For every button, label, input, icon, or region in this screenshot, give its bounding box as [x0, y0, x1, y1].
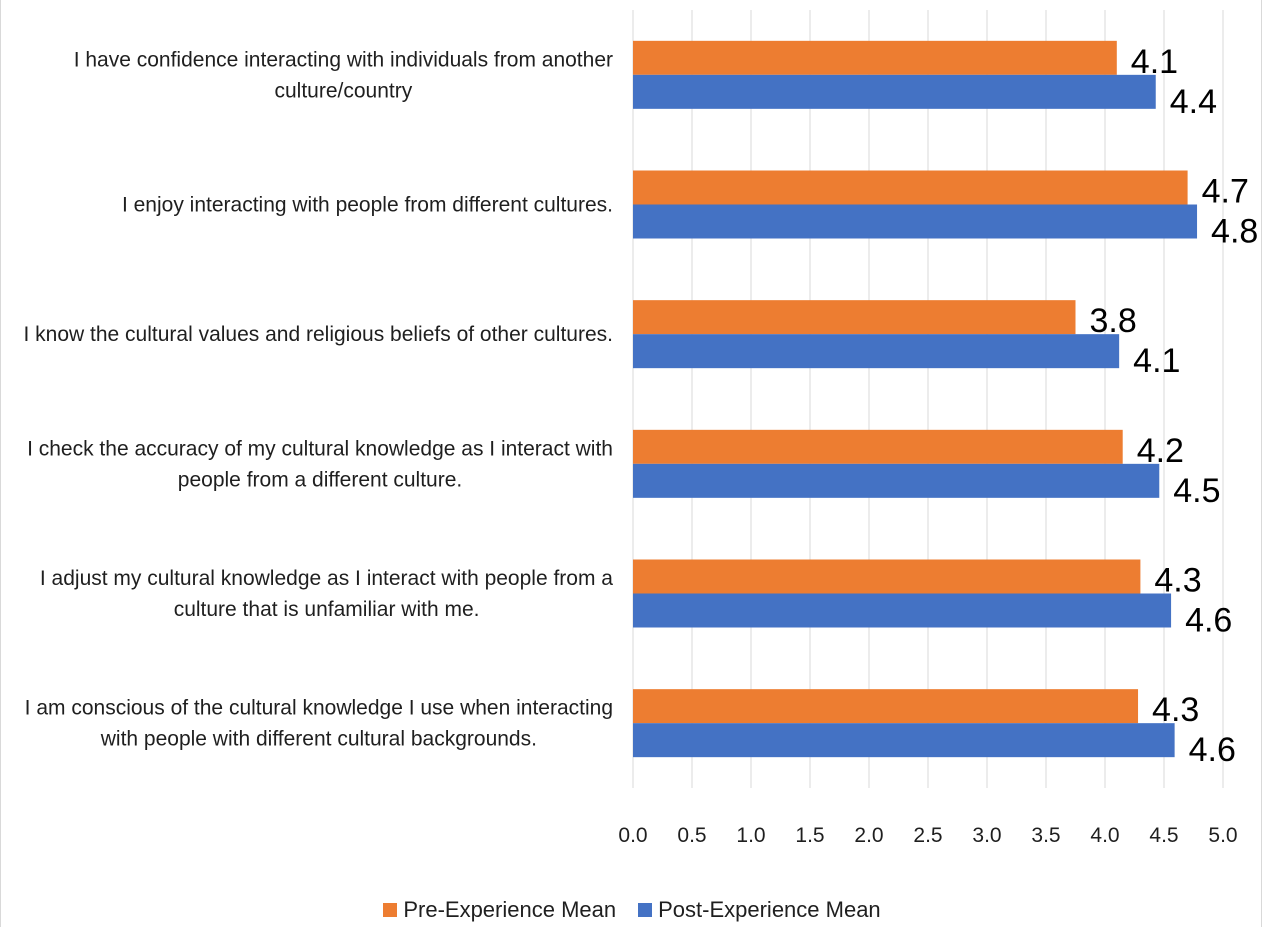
gridlines	[632, 10, 1224, 788]
bar-chart: 4.14.44.74.83.84.14.24.54.34.64.34.6 I h…	[24, 10, 1259, 847]
data-label-pre: 4.3	[1152, 691, 1199, 729]
bar-pre	[633, 40, 1117, 75]
legend-label-post: Post-Experience Mean	[658, 897, 881, 922]
x-tick-label: 5.0	[1208, 824, 1237, 847]
category-label: I am conscious of the cultural knowledge…	[25, 697, 613, 720]
data-label-post: 4.6	[1189, 731, 1236, 769]
data-label-post: 4.6	[1185, 602, 1232, 640]
bars	[633, 40, 1198, 758]
bar-post	[633, 593, 1172, 628]
data-label-post: 4.8	[1211, 213, 1258, 251]
x-tick-label: 1.5	[795, 824, 824, 847]
category-label: I know the cultural values and religious…	[24, 323, 614, 346]
category-label: people from a different culture.	[178, 468, 462, 491]
category-label: I enjoy interacting with people from dif…	[122, 194, 613, 217]
data-label-pre: 4.7	[1202, 173, 1249, 211]
legend: Pre-Experience Mean Post-Experience Mean	[1, 893, 1262, 927]
legend-swatch-pre	[383, 903, 398, 917]
category-label: culture that is unfamiliar with me.	[174, 598, 480, 621]
x-tick-label: 3.0	[972, 824, 1001, 847]
category-label: with people with different cultural back…	[100, 728, 537, 751]
data-label-pre: 4.1	[1131, 43, 1178, 81]
bar-pre	[633, 559, 1141, 594]
data-label-post: 4.5	[1173, 472, 1220, 510]
category-label: I have confidence interacting with indiv…	[74, 48, 613, 71]
category-label: I check the accuracy of my cultural know…	[27, 437, 613, 460]
bar-pre	[633, 689, 1139, 724]
x-tick-label: 3.5	[1031, 824, 1060, 847]
x-axis-ticks: 0.0 0.5 1.0 1.5 2.0 2.5 3.0 3.5 4.0 4.5 5.0	[618, 824, 1237, 847]
x-tick-label: 2.5	[913, 824, 942, 847]
data-labels: 4.14.44.74.83.84.14.24.54.34.64.34.6	[1090, 43, 1259, 769]
x-tick-label: 1.0	[736, 824, 765, 847]
bar-post	[633, 723, 1175, 758]
bar-post	[633, 204, 1198, 239]
data-label-post: 4.1	[1133, 342, 1180, 380]
legend-swatch-post	[638, 903, 653, 917]
bar-pre	[633, 300, 1076, 335]
x-tick-label: 0.0	[618, 824, 647, 847]
x-tick-label: 4.0	[1090, 824, 1119, 847]
bar-post	[633, 463, 1160, 498]
bar-post	[633, 74, 1156, 109]
category-label: I adjust my cultural knowledge as I inte…	[40, 567, 613, 590]
data-label-pre: 3.8	[1090, 302, 1137, 340]
data-label-post: 4.4	[1170, 83, 1217, 121]
x-tick-label: 0.5	[677, 824, 706, 847]
legend-item-pre: Pre-Experience Mean	[383, 897, 616, 923]
data-label-pre: 4.2	[1137, 432, 1184, 470]
category-labels: I have confidence interacting with indiv…	[24, 48, 614, 750]
bar-pre	[633, 429, 1123, 464]
x-tick-label: 2.0	[854, 824, 883, 847]
legend-item-post: Post-Experience Mean	[638, 897, 881, 923]
category-label: culture/country	[274, 79, 412, 102]
data-label-pre: 4.3	[1154, 562, 1201, 600]
bar-pre	[633, 170, 1188, 205]
bar-post	[633, 334, 1120, 369]
x-tick-label: 4.5	[1149, 824, 1178, 847]
legend-label-pre: Pre-Experience Mean	[403, 897, 617, 922]
